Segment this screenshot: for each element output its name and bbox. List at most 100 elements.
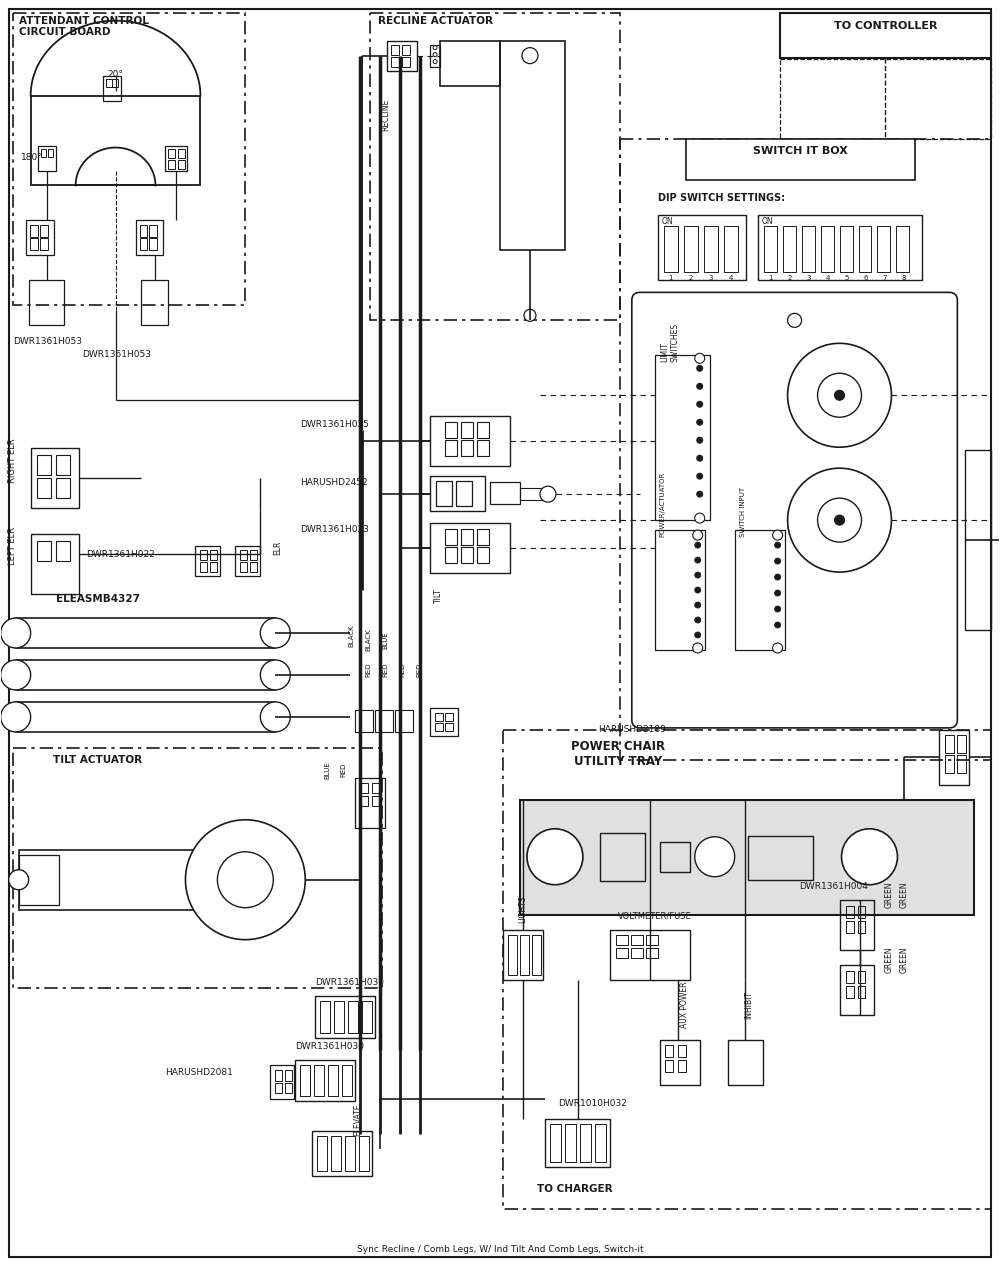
Bar: [200, 550, 207, 560]
Text: DWR1361H025: DWR1361H025: [300, 421, 369, 430]
Circle shape: [185, 820, 305, 940]
Text: 5: 5: [844, 275, 849, 281]
Bar: [29, 280, 64, 326]
Text: INHIBIT: INHIBIT: [745, 991, 754, 1019]
Bar: [728, 1039, 763, 1085]
Bar: [686, 138, 915, 180]
Bar: [275, 1069, 282, 1081]
Text: DWR1361H053: DWR1361H053: [83, 350, 152, 360]
Bar: [724, 227, 738, 272]
Bar: [445, 547, 457, 563]
Bar: [355, 778, 385, 827]
Bar: [295, 1059, 355, 1101]
Circle shape: [775, 590, 781, 595]
Bar: [210, 550, 217, 560]
Text: ELEASMB4327: ELEASMB4327: [56, 594, 140, 604]
Bar: [391, 57, 399, 67]
Text: 4: 4: [728, 275, 733, 281]
Bar: [362, 1001, 372, 1033]
Bar: [140, 226, 147, 237]
Circle shape: [695, 632, 701, 639]
Text: RECLINE: RECLINE: [381, 98, 390, 131]
Circle shape: [775, 542, 781, 549]
Circle shape: [433, 46, 437, 49]
Bar: [655, 355, 710, 521]
Bar: [477, 440, 489, 456]
Bar: [348, 1001, 358, 1033]
Bar: [38, 146, 56, 171]
Text: DWR1361H053: DWR1361H053: [13, 337, 82, 346]
Bar: [37, 478, 51, 498]
Text: 2: 2: [689, 275, 693, 281]
Bar: [660, 1039, 700, 1085]
Text: GREEN: GREEN: [884, 946, 893, 973]
Text: LIMIT
SWITCHES: LIMIT SWITCHES: [660, 323, 679, 362]
Text: RIGHT ELR: RIGHT ELR: [8, 438, 17, 483]
Bar: [840, 227, 853, 272]
Bar: [430, 476, 485, 511]
Text: ON: ON: [762, 218, 773, 227]
Bar: [140, 280, 168, 326]
Bar: [477, 547, 489, 563]
Bar: [508, 935, 517, 974]
Text: RED: RED: [399, 663, 405, 677]
Bar: [300, 1064, 310, 1096]
Bar: [168, 160, 175, 169]
Bar: [345, 1136, 355, 1172]
Bar: [877, 227, 890, 272]
Bar: [31, 449, 79, 508]
Bar: [665, 1059, 673, 1072]
Text: POWER/ACTUATOR: POWER/ACTUATOR: [660, 471, 666, 537]
Bar: [631, 935, 643, 945]
Text: TO CHARGER: TO CHARGER: [537, 1185, 613, 1195]
Bar: [500, 41, 565, 251]
Bar: [957, 755, 966, 773]
Bar: [565, 1124, 576, 1162]
Bar: [445, 713, 453, 721]
Bar: [646, 948, 658, 958]
Bar: [430, 44, 440, 67]
Circle shape: [1, 618, 31, 647]
Bar: [178, 160, 185, 169]
Text: 2: 2: [787, 275, 792, 281]
Bar: [372, 796, 380, 806]
Circle shape: [524, 309, 536, 322]
Bar: [200, 563, 207, 573]
Circle shape: [697, 455, 703, 461]
Bar: [16, 702, 275, 732]
Bar: [780, 58, 991, 138]
Circle shape: [788, 343, 891, 447]
Bar: [840, 900, 874, 950]
Bar: [317, 1136, 327, 1172]
Bar: [387, 41, 417, 71]
Text: 3: 3: [708, 275, 713, 281]
Bar: [461, 422, 473, 438]
Bar: [436, 481, 452, 506]
Bar: [56, 455, 70, 475]
Text: BLUE: BLUE: [382, 631, 388, 649]
Text: TO CONTROLLER: TO CONTROLLER: [834, 20, 937, 30]
Bar: [240, 563, 247, 573]
Bar: [149, 226, 157, 237]
Text: HARUSHD2081: HARUSHD2081: [165, 1068, 233, 1077]
Text: DWR1361H030: DWR1361H030: [295, 1041, 364, 1050]
Bar: [802, 227, 815, 272]
Text: ATTENDANT CONTROL
CIRCUIT BOARD: ATTENDANT CONTROL CIRCUIT BOARD: [19, 15, 149, 37]
Bar: [840, 964, 874, 1015]
Bar: [600, 832, 645, 881]
Bar: [945, 735, 954, 753]
Circle shape: [695, 617, 701, 623]
Bar: [896, 227, 909, 272]
Bar: [783, 227, 796, 272]
Circle shape: [697, 384, 703, 389]
Bar: [19, 855, 59, 905]
Bar: [532, 935, 541, 974]
Bar: [372, 783, 380, 793]
Bar: [314, 1064, 324, 1096]
Text: RED: RED: [416, 663, 422, 677]
Circle shape: [818, 498, 861, 542]
Bar: [178, 148, 185, 157]
Bar: [140, 238, 147, 251]
Circle shape: [695, 513, 705, 523]
Text: 180°: 180°: [21, 152, 42, 161]
